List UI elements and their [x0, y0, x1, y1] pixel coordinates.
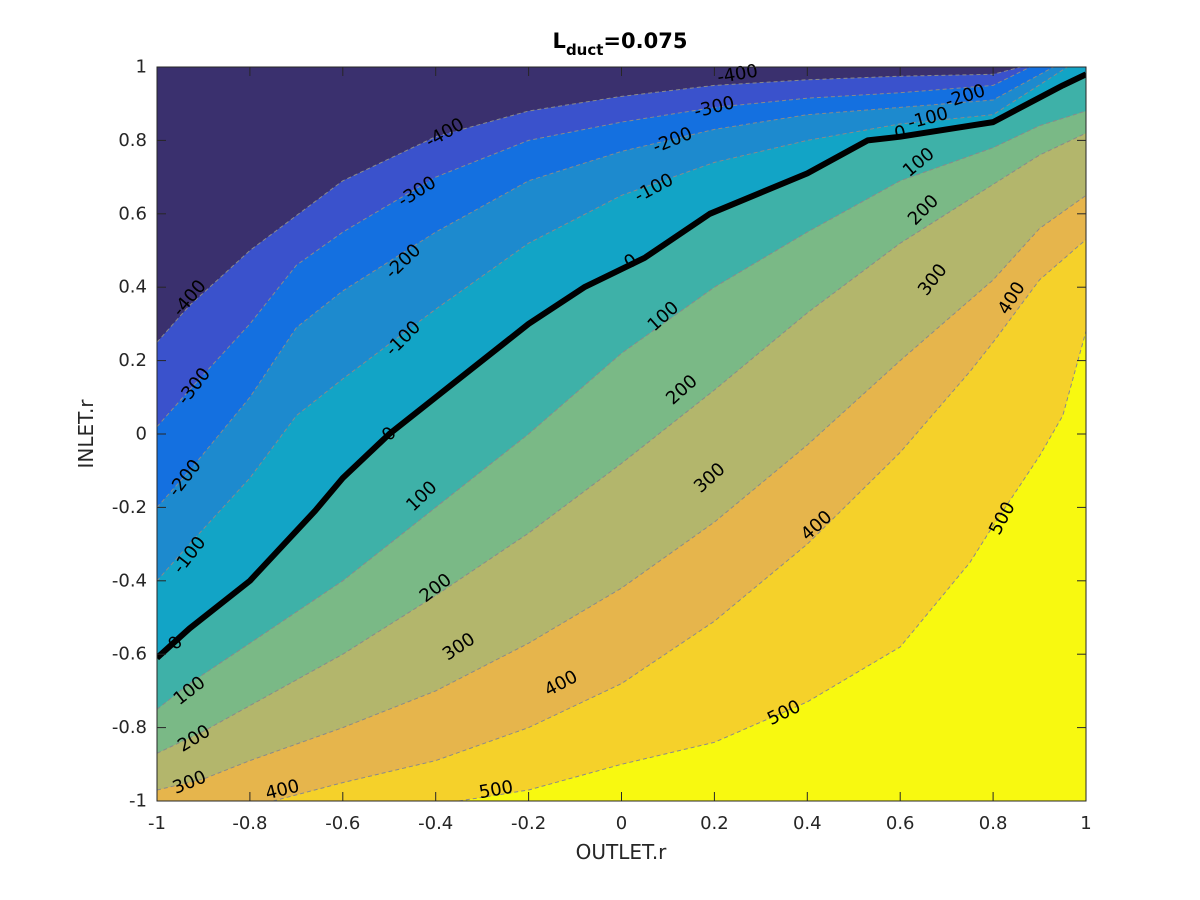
x-tick-label: 1 — [1080, 813, 1091, 834]
contour-lines — [157, 67, 1086, 801]
y-tick-label: -0.6 — [112, 644, 147, 665]
x-tick-label: 0.6 — [886, 813, 915, 834]
contour-line--300 — [157, 67, 1031, 428]
x-tick-label: -0.2 — [511, 813, 546, 834]
x-axis-ticks: -1 -0.8 -0.6 -0.4 -0.2 0 0.2 0.4 0.6 0.8 1 — [148, 67, 1092, 834]
x-tick-label: -1 — [148, 813, 166, 834]
contour-label: 0 — [892, 122, 908, 145]
contour-line-400 — [272, 239, 1086, 801]
y-tick-label: 0.8 — [118, 130, 147, 151]
y-tick-label: -0.8 — [112, 717, 147, 738]
contour-line--200 — [157, 67, 1054, 508]
y-tick-label: -0.4 — [112, 570, 147, 591]
contour-line--100 — [157, 67, 1068, 582]
y-tick-label: 0.2 — [118, 350, 147, 371]
x-axis-label: OUTLET.r — [576, 840, 668, 864]
contour-fills — [157, 67, 1086, 801]
y-tick-label: -1 — [129, 791, 147, 812]
contour-line-100 — [157, 110, 1086, 710]
y-tick-label: 0.4 — [118, 277, 147, 298]
x-tick-label: 0.8 — [979, 813, 1008, 834]
contour-line-500 — [458, 331, 1086, 801]
y-tick-label: 0.6 — [118, 203, 147, 224]
y-tick-label: 0 — [136, 424, 147, 445]
x-tick-label: -0.4 — [418, 813, 453, 834]
x-tick-label: 0 — [616, 813, 627, 834]
contour-line-0 — [157, 71, 1086, 661]
x-tick-label: 0.4 — [793, 813, 822, 834]
x-tick-label: -0.6 — [325, 813, 360, 834]
contour-line-200 — [157, 132, 1086, 754]
x-tick-label: 0.2 — [700, 813, 729, 834]
y-axis-label: INLET.r — [74, 399, 98, 469]
x-tick-label: -0.8 — [232, 813, 267, 834]
contour-region--400 — [157, 67, 1021, 343]
contour-line--400 — [157, 67, 1022, 343]
y-axis-ticks: -1 -0.8 -0.6 -0.4 -0.2 0 0.2 0.4 0.6 0.8 1 — [112, 57, 1086, 812]
chart-title: Lduct=0.075 — [553, 29, 688, 59]
y-tick-label: 1 — [136, 57, 147, 78]
y-tick-label: -0.2 — [112, 497, 147, 518]
